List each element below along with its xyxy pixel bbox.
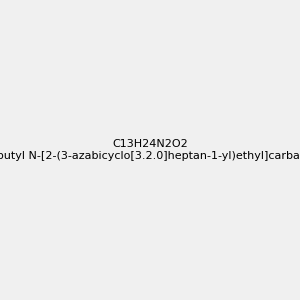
Text: C13H24N2O2
Tert-butyl N-[2-(3-azabicyclo[3.2.0]heptan-1-yl)ethyl]carbamate: C13H24N2O2 Tert-butyl N-[2-(3-azabicyclo… <box>0 139 300 161</box>
